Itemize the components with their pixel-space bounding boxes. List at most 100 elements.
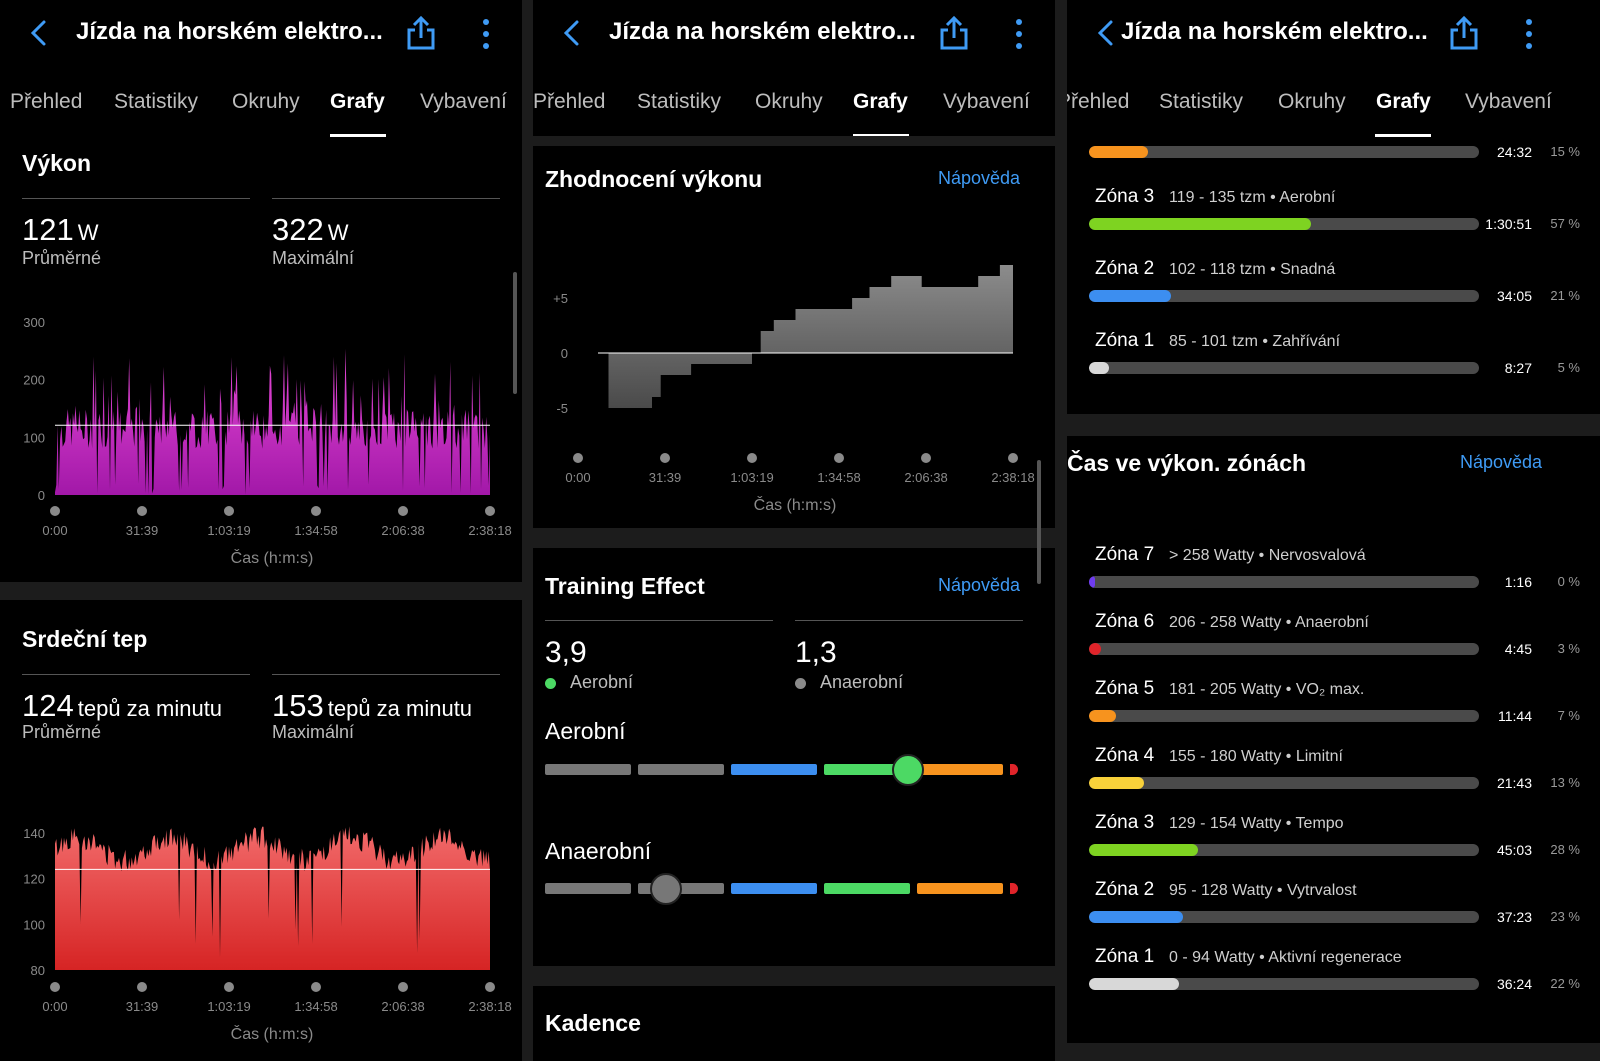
anaerobic-scale <box>545 873 1023 905</box>
section-separator <box>1067 414 1600 436</box>
tab-charts[interactable]: Grafy <box>1376 90 1431 113</box>
x-tick-label: 1:34:58 <box>294 999 337 1014</box>
tab-charts[interactable]: Grafy <box>853 90 908 113</box>
share-icon[interactable] <box>938 16 970 50</box>
tab-statistics[interactable]: Statistiky <box>114 90 199 113</box>
more-options-icon[interactable] <box>1523 18 1535 50</box>
x-tick-label: 2:06:38 <box>904 470 947 485</box>
tab-overview[interactable]: Přehled <box>533 90 606 113</box>
zone-percent: 7 % <box>1557 708 1580 723</box>
x-axis-label: Čas (h:m:s) <box>231 548 314 567</box>
y-tick-label: 300 <box>23 315 45 330</box>
zone-percent: 5 % <box>1557 360 1580 375</box>
y-tick-label: 200 <box>23 373 45 388</box>
performance-condition-chart[interactable]: +5 0 -5 0:00 31:39 1:03:19 1:34:58 2:06:38 2:38:… <box>533 260 1055 522</box>
power-chart[interactable]: 300 200 100 0 0:00 31:39 1:03:19 1:34:58 2:06:38… <box>0 300 522 575</box>
zone-name: Zóna 2 <box>1095 258 1155 279</box>
x-tick-dot <box>398 506 408 516</box>
more-options-icon[interactable] <box>1013 18 1025 50</box>
power-zones-title: Čas ve výkon. zónách <box>1067 450 1307 476</box>
y-tick-label: 100 <box>23 917 45 932</box>
tab-gear[interactable]: Vybavení <box>943 90 1030 113</box>
x-tick-dot <box>137 982 147 992</box>
x-tick-dot <box>398 982 408 992</box>
training-help-link[interactable]: Nápověda <box>938 575 1021 595</box>
zone-range: 0 - 94 Watty • Aktivní regenerace <box>1169 949 1402 966</box>
tab-gear[interactable]: Vybavení <box>420 90 507 113</box>
tab-overview[interactable]: Přehled <box>1067 90 1130 113</box>
tab-laps[interactable]: Okruhy <box>755 90 823 113</box>
scale-segment <box>545 764 631 775</box>
zone-bar <box>1089 362 1479 374</box>
data-area <box>595 265 1013 408</box>
share-icon[interactable] <box>1448 16 1480 50</box>
x-tick-label: 2:06:38 <box>381 999 424 1014</box>
zone-name: Zóna 1 <box>1095 946 1155 967</box>
scale-segment <box>731 764 817 775</box>
aerobic-te-value: 3,9 <box>545 636 587 669</box>
divider <box>272 198 500 199</box>
zone-time: 37:23 <box>1496 909 1532 925</box>
x-tick-dot <box>573 453 583 463</box>
x-tick-label: 2:06:38 <box>381 523 424 538</box>
tab-overview[interactable]: Přehled <box>10 90 83 113</box>
scrollbar[interactable] <box>513 272 517 394</box>
tab-statistics[interactable]: Statistiky <box>1159 90 1244 113</box>
back-arrow-icon[interactable] <box>24 18 54 48</box>
tab-statistics[interactable]: Statistiky <box>637 90 722 113</box>
activity-title: Jízda na horském elektro... <box>609 18 916 45</box>
tab-charts[interactable]: Grafy <box>330 90 385 113</box>
tab-laps[interactable]: Okruhy <box>232 90 300 113</box>
power-max-value: 322 W <box>272 212 349 247</box>
divider <box>545 620 773 621</box>
x-tick-dot <box>50 982 60 992</box>
x-tick-label: 2:38:18 <box>468 523 511 538</box>
tab-gear[interactable]: Vybavení <box>1465 90 1552 113</box>
zone-range: > 258 Watty • Nervosvalová <box>1169 547 1366 564</box>
back-arrow-icon[interactable] <box>1091 18 1121 48</box>
x-tick-dot <box>485 506 495 516</box>
zone-bar-fill <box>1089 576 1095 588</box>
x-tick-label: 31:39 <box>649 470 682 485</box>
scale-segment <box>731 883 817 894</box>
section-separator <box>533 136 1055 146</box>
zone-bar-fill <box>1089 911 1183 923</box>
y-tick-label: 100 <box>23 430 45 445</box>
zone-bar <box>1089 911 1479 923</box>
zone-bar-fill <box>1089 218 1312 230</box>
anaerobic-te-value: 1,3 <box>795 636 837 669</box>
scale-segment <box>824 883 910 894</box>
aerobic-level-marker <box>891 754 924 786</box>
x-tick-label: 2:38:18 <box>468 999 511 1014</box>
scrollbar[interactable] <box>1037 460 1041 584</box>
y-tick-label: 120 <box>23 872 45 887</box>
active-tab-indicator <box>330 134 386 137</box>
training-effect-title: Training Effect <box>545 573 705 599</box>
aerobic-scale-heading: Aerobní <box>545 718 626 744</box>
x-tick-label: 31:39 <box>126 999 159 1014</box>
section-separator <box>533 528 1055 548</box>
power-section-title: Výkon <box>22 150 92 176</box>
x-tick-label: 0:00 <box>42 523 67 538</box>
share-icon[interactable] <box>405 16 437 50</box>
tab-laps[interactable]: Okruhy <box>1278 90 1346 113</box>
zone-name: Zóna 2 <box>1095 879 1155 900</box>
x-axis-label: Čas (h:m:s) <box>754 495 837 514</box>
heart-max-value: 153 tepů za minutu <box>272 688 473 723</box>
power-zones-help-link[interactable]: Nápověda <box>1460 452 1543 472</box>
activity-title: Jízda na horském elektro... <box>1121 18 1428 45</box>
zone-bar-fill <box>1089 643 1101 655</box>
aerobic-dot-icon <box>545 678 556 689</box>
back-arrow-icon[interactable] <box>557 18 587 48</box>
performance-help-link[interactable]: Nápověda <box>938 168 1021 188</box>
more-options-icon[interactable] <box>480 18 492 50</box>
x-tick-label: 0:00 <box>42 999 67 1014</box>
x-tick-dot <box>311 982 321 992</box>
y-tick-label: 140 <box>23 826 45 841</box>
heart-chart[interactable]: 140 120 100 80 0:00 31:39 1:03:19 1:34:58 2:06:3… <box>0 790 522 1061</box>
divider <box>22 674 250 675</box>
aerobic-te-label: Aerobní <box>570 672 634 692</box>
zone-time: 4:45 <box>1504 641 1532 657</box>
heart-section-title: Srdeční tep <box>22 626 148 652</box>
x-tick-dot <box>1008 453 1018 463</box>
